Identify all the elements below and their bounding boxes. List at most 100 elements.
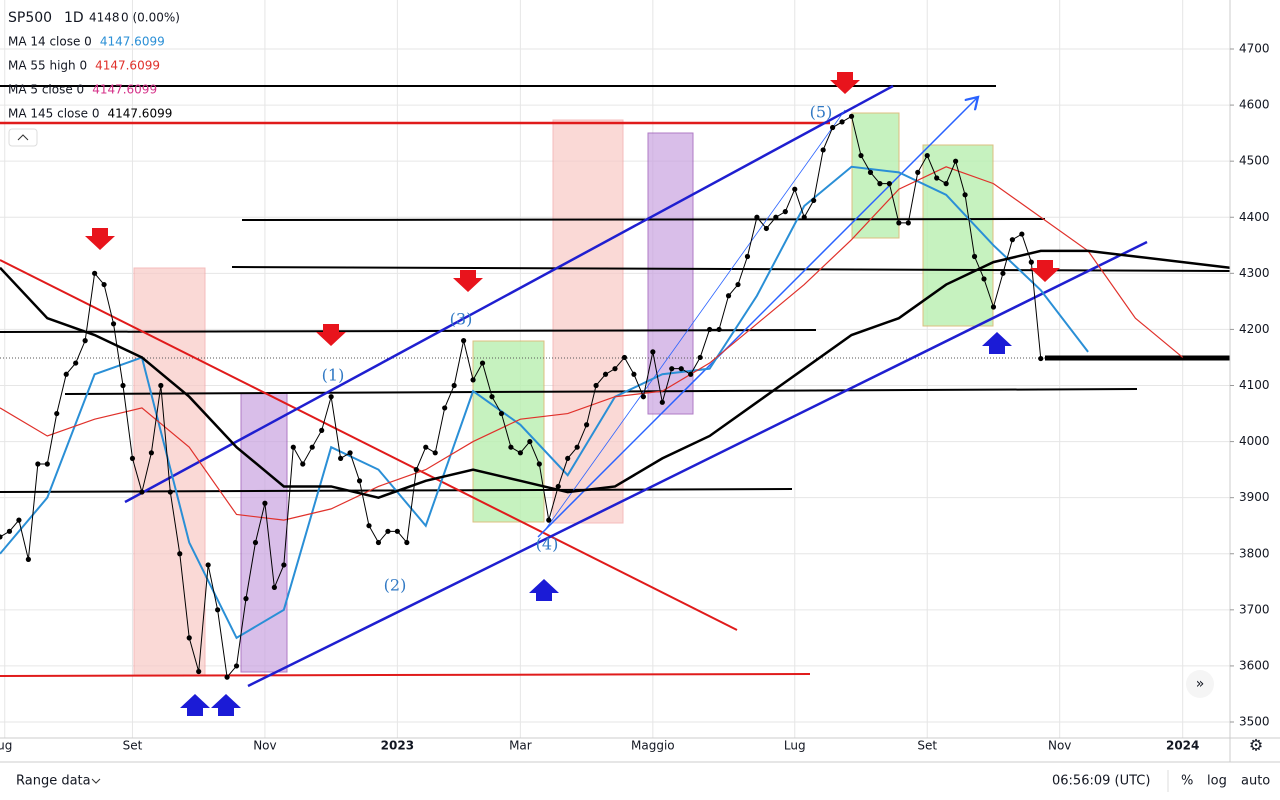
log-toggle[interactable]: log <box>1207 774 1227 789</box>
price-point <box>602 371 609 377</box>
price-point <box>934 175 940 181</box>
legend-value: 4147.6099 <box>100 35 165 49</box>
price-point <box>451 382 457 389</box>
price-point <box>820 147 826 153</box>
down-arrow <box>316 324 346 346</box>
down-arrow <box>1030 260 1060 282</box>
price-point <box>839 119 845 125</box>
percent-toggle[interactable]: % <box>1181 774 1193 789</box>
range-button[interactable]: Range data <box>16 774 91 789</box>
price-point <box>205 562 211 568</box>
scroll-button[interactable] <box>1186 670 1214 698</box>
price-point <box>631 371 637 377</box>
price-point <box>243 596 249 602</box>
price-point <box>385 528 391 534</box>
price-point <box>536 461 542 467</box>
x-tick-label: Maggio <box>631 739 675 753</box>
moving-average <box>0 249 1230 499</box>
price-point <box>763 225 769 232</box>
price-point <box>309 444 315 450</box>
price-point <box>659 399 665 405</box>
wave-label: (5) <box>810 103 833 122</box>
price-point <box>338 455 344 462</box>
wave-label: (4) <box>536 535 559 554</box>
price-point <box>830 124 836 131</box>
zone-box <box>133 267 206 676</box>
price-point <box>915 169 921 175</box>
x-tick-label: 2023 <box>381 739 414 753</box>
price-point <box>366 523 372 529</box>
y-tick-label: 4300 <box>1239 266 1270 280</box>
y-tick-label: 4200 <box>1239 322 1270 336</box>
price-point <box>442 405 448 411</box>
price-point <box>44 461 50 467</box>
legend-value: 4147.6099 <box>107 107 172 121</box>
price-point <box>6 528 13 534</box>
price-point <box>962 192 968 198</box>
drawings <box>0 84 1230 688</box>
price-point <box>546 517 552 523</box>
collapse-icon <box>17 134 29 141</box>
down-arrow <box>453 270 483 292</box>
up-arrow <box>982 332 1012 354</box>
price-point <box>716 326 722 333</box>
interval: 1D <box>64 10 84 26</box>
price-point <box>953 158 959 164</box>
price-point <box>139 489 145 495</box>
wave-label: (2) <box>384 576 407 595</box>
x-tick-label: Set <box>123 739 143 753</box>
price-point <box>1009 237 1015 243</box>
down-arrow <box>830 72 860 94</box>
price-point <box>811 197 817 204</box>
price-point <box>707 326 713 333</box>
price-point <box>905 220 911 226</box>
price-point <box>271 584 277 591</box>
legend-value: 4147.6099 <box>92 83 157 97</box>
legend-label: MA 14 close 0 <box>8 35 92 49</box>
price-point <box>877 181 883 187</box>
price-point <box>848 113 855 119</box>
price-point <box>1019 231 1025 237</box>
price-point <box>981 276 987 282</box>
price-point <box>1028 259 1034 265</box>
price-point <box>555 483 561 490</box>
collapse-button[interactable] <box>8 128 38 147</box>
series-layer <box>0 113 1230 680</box>
y-tick-label: 3900 <box>1239 490 1270 504</box>
price-point <box>470 377 476 383</box>
price-point <box>290 444 296 450</box>
auto-toggle[interactable]: auto <box>1241 774 1270 789</box>
price-point <box>650 349 656 355</box>
price-point <box>735 281 741 288</box>
price-point <box>262 500 268 506</box>
price-point <box>782 209 788 215</box>
price-point <box>63 371 69 377</box>
price-point <box>16 517 22 523</box>
price-point <box>508 444 514 450</box>
price-point <box>669 366 675 372</box>
y-tick-label: 4600 <box>1239 98 1270 112</box>
x-tick-label: 2024 <box>1166 739 1199 753</box>
price-point <box>0 534 3 540</box>
y-tick-label: 4700 <box>1239 42 1270 56</box>
price-point <box>725 293 732 299</box>
price-point <box>697 354 703 361</box>
price-point <box>224 674 230 680</box>
price-point <box>148 450 154 456</box>
level-line <box>0 329 817 333</box>
settings-icon[interactable]: ⚙ <box>1249 736 1263 755</box>
price-point <box>347 450 353 456</box>
price-point <box>584 422 590 428</box>
price-point <box>413 467 419 473</box>
price-point <box>574 444 580 450</box>
price-point <box>110 321 117 327</box>
price-point <box>25 556 31 562</box>
price-point <box>612 366 618 372</box>
price-point <box>489 394 495 400</box>
price-point <box>640 394 646 400</box>
range-caret <box>91 778 101 784</box>
price-point <box>792 186 798 192</box>
price-point <box>527 438 533 445</box>
